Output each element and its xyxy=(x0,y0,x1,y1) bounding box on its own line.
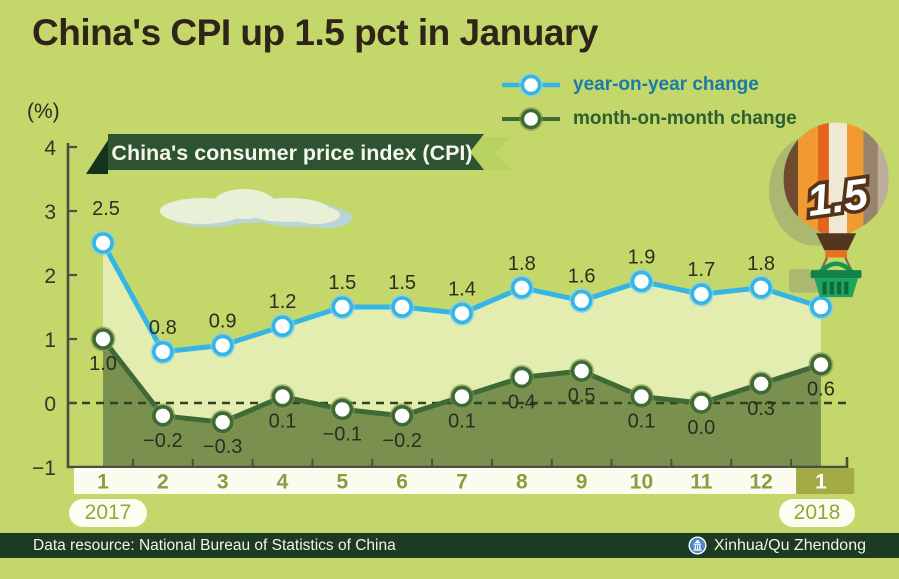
svg-text:3: 3 xyxy=(44,201,56,224)
credit-block: Xinhua/Qu Zhendong xyxy=(688,536,866,555)
svg-text:1: 1 xyxy=(44,329,56,352)
svg-text:0.0: 0.0 xyxy=(687,417,715,439)
svg-text:−1: −1 xyxy=(32,457,56,480)
ribbon-title: China's consumer price index (CPI) xyxy=(111,141,472,165)
svg-text:0.4: 0.4 xyxy=(508,391,536,413)
svg-text:1.5: 1.5 xyxy=(328,272,356,294)
svg-text:3: 3 xyxy=(217,471,229,494)
svg-text:5: 5 xyxy=(336,471,348,494)
svg-text:1.8: 1.8 xyxy=(747,253,775,275)
credit-text: Xinhua/Qu Zhendong xyxy=(713,536,866,554)
svg-text:1.6: 1.6 xyxy=(568,266,596,288)
svg-text:2: 2 xyxy=(44,265,56,288)
svg-text:0.6: 0.6 xyxy=(807,379,835,401)
svg-text:6: 6 xyxy=(396,471,408,494)
svg-text:2: 2 xyxy=(157,471,169,494)
ribbon-fold xyxy=(86,140,108,174)
svg-text:1.0: 1.0 xyxy=(89,353,117,375)
svg-text:9: 9 xyxy=(576,471,588,494)
svg-text:−0.2: −0.2 xyxy=(143,430,182,452)
xinhua-logo-icon xyxy=(688,536,707,555)
svg-text:0.1: 0.1 xyxy=(628,411,656,433)
svg-text:1: 1 xyxy=(815,471,827,494)
yoy-line-marker-icon xyxy=(502,73,560,97)
chart-legend: year-on-year change month-on-month chang… xyxy=(499,70,797,134)
svg-text:0.5: 0.5 xyxy=(568,385,596,407)
svg-text:4: 4 xyxy=(277,471,289,494)
svg-text:1.8: 1.8 xyxy=(508,253,536,275)
year-badge-2018: 2018 xyxy=(779,499,855,527)
legend-item-mom: month-on-month change xyxy=(499,104,797,134)
data-source-text: Data resource: National Bureau of Statis… xyxy=(33,536,396,554)
svg-text:2.5: 2.5 xyxy=(92,198,120,220)
legend-item-yoy: year-on-year change xyxy=(499,70,797,100)
svg-text:11: 11 xyxy=(690,471,713,494)
svg-text:1.5: 1.5 xyxy=(388,272,416,294)
svg-text:−0.2: −0.2 xyxy=(382,430,421,452)
svg-text:−0.3: −0.3 xyxy=(203,436,242,458)
chart-title-ribbon: China's consumer price index (CPI) xyxy=(86,134,511,174)
svg-text:7: 7 xyxy=(456,471,468,494)
svg-text:1.9: 1.9 xyxy=(628,246,656,268)
mom-line-marker-icon xyxy=(502,107,560,131)
cloud-icon xyxy=(160,189,352,228)
shopping-basket-icon xyxy=(810,261,862,298)
svg-text:12: 12 xyxy=(749,471,772,494)
page-title: China's CPI up 1.5 pct in January xyxy=(32,12,598,53)
y-axis-unit-label: (%) xyxy=(27,100,60,123)
year-badge-2017: 2017 xyxy=(69,499,147,527)
svg-text:0.1: 0.1 xyxy=(269,411,297,433)
svg-text:1.4: 1.4 xyxy=(448,278,476,300)
svg-text:10: 10 xyxy=(630,471,653,494)
balloon-callout: 1.5 xyxy=(769,122,889,298)
svg-text:0.8: 0.8 xyxy=(149,317,177,339)
legend-label-mom: month-on-month change xyxy=(573,108,797,129)
svg-text:1.2: 1.2 xyxy=(269,291,297,313)
footer-bar: Data resource: National Bureau of Statis… xyxy=(0,533,899,558)
svg-text:1.7: 1.7 xyxy=(687,259,715,281)
svg-text:0.1: 0.1 xyxy=(448,411,476,433)
svg-text:8: 8 xyxy=(516,471,528,494)
svg-text:4: 4 xyxy=(44,137,56,160)
svg-text:−0.1: −0.1 xyxy=(323,423,362,445)
legend-label-yoy: year-on-year change xyxy=(573,74,759,95)
balloon-value: 1.5 xyxy=(804,170,871,226)
svg-text:0: 0 xyxy=(44,393,56,416)
svg-text:0.3: 0.3 xyxy=(747,398,775,420)
svg-text:1: 1 xyxy=(97,471,109,494)
svg-text:0.9: 0.9 xyxy=(209,310,237,332)
